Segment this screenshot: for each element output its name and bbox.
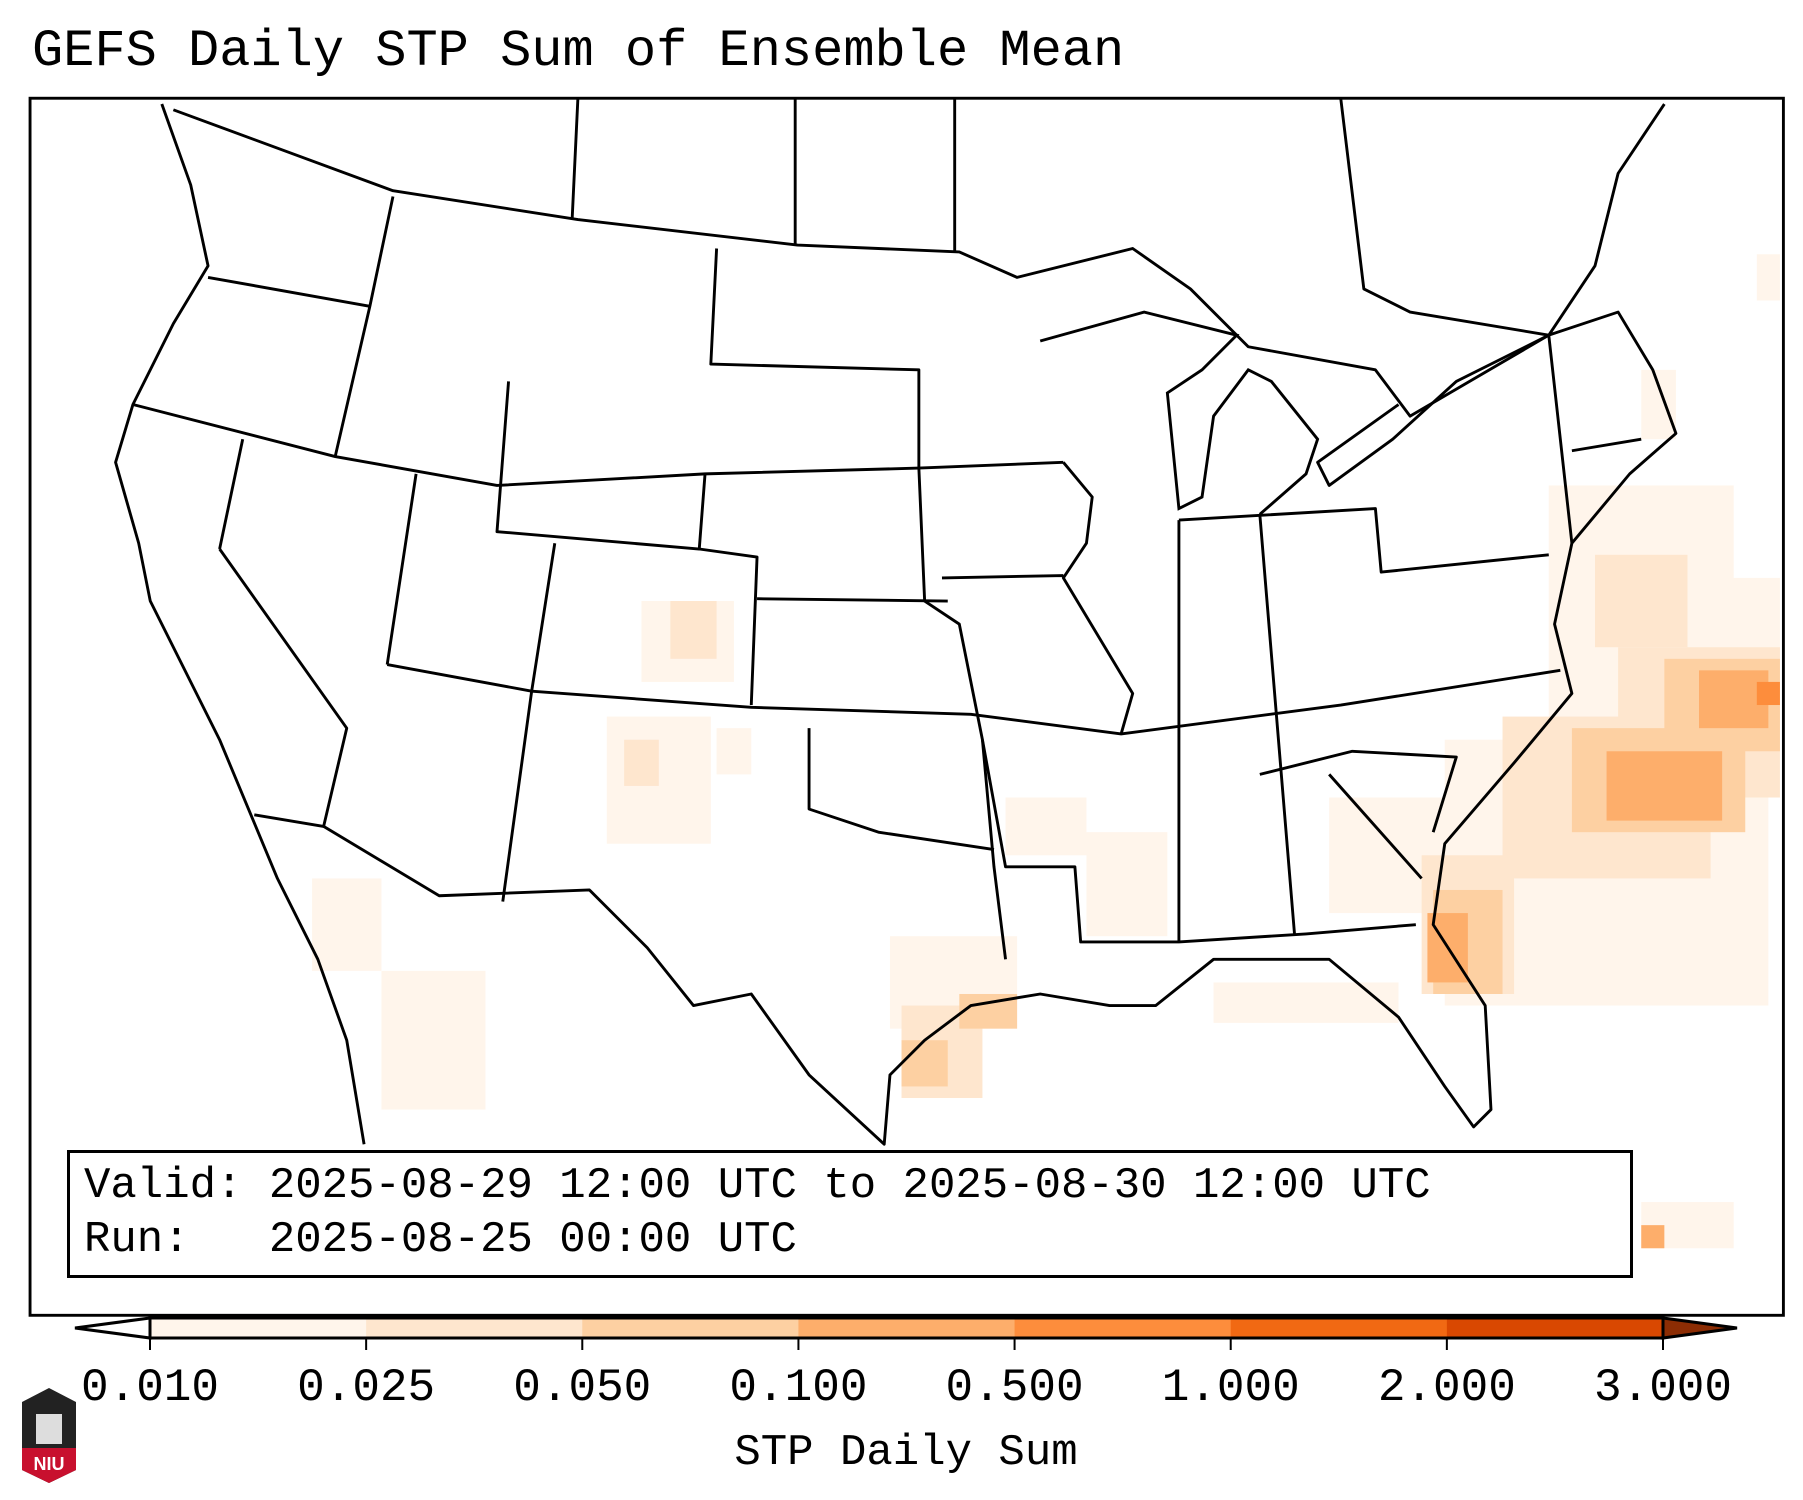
colorbar (74, 1316, 1738, 1350)
colorbar-tick-label: 0.025 (297, 1362, 436, 1414)
colorbar-under-arrow (74, 1316, 152, 1340)
colorbar-label: STP Daily Sum (734, 1428, 1078, 1478)
lake-outlines (1039, 310, 1320, 516)
colorbar-frame (148, 1316, 1665, 1340)
colorbar-segment (1230, 1318, 1448, 1338)
valid-label: Valid: (84, 1161, 243, 1211)
us-coastline (114, 103, 1678, 1146)
colorbar-tick-label: 3.000 (1593, 1362, 1733, 1414)
colorbar-tick-label: 2.000 (1377, 1362, 1516, 1414)
colorbar-tick-label: 0.500 (945, 1362, 1084, 1414)
map-frame (28, 96, 1785, 1317)
colorbar-tick-label: 0.010 (80, 1362, 220, 1414)
valid-run-box: Valid: 2025-08-29 12:00 UTC to 2025-08-3… (67, 1150, 1633, 1278)
colorbar-tick-label: 0.050 (513, 1362, 652, 1414)
colorbar-segment (1014, 1318, 1232, 1338)
valid-value: 2025-08-29 12:00 UTC to 2025-08-30 12:00… (268, 1161, 1431, 1211)
colorbar-segment (582, 1318, 799, 1338)
chart-title: GEFS Daily STP Sum of Ensemble Mean (32, 22, 1125, 81)
state-boundaries (114, 98, 1678, 1146)
colorbar-tick-label: 0.100 (729, 1362, 868, 1414)
colorbar-tick-label: 1.000 (1161, 1362, 1300, 1414)
colorbar-segment (1446, 1318, 1664, 1338)
colorbar-segment (798, 1318, 1016, 1338)
colorbar-segment (150, 1318, 367, 1338)
colorbar-segment (366, 1318, 583, 1338)
canada-border (172, 108, 1550, 418)
svg-text:NIU: NIU (34, 1454, 65, 1474)
niu-logo: NIU (22, 1388, 76, 1483)
colorbar-over-arrow (1661, 1316, 1738, 1340)
run-label: Run: (84, 1215, 190, 1265)
stp-shading (312, 254, 1780, 1249)
run-value: 2025-08-25 00:00 UTC (268, 1215, 797, 1265)
